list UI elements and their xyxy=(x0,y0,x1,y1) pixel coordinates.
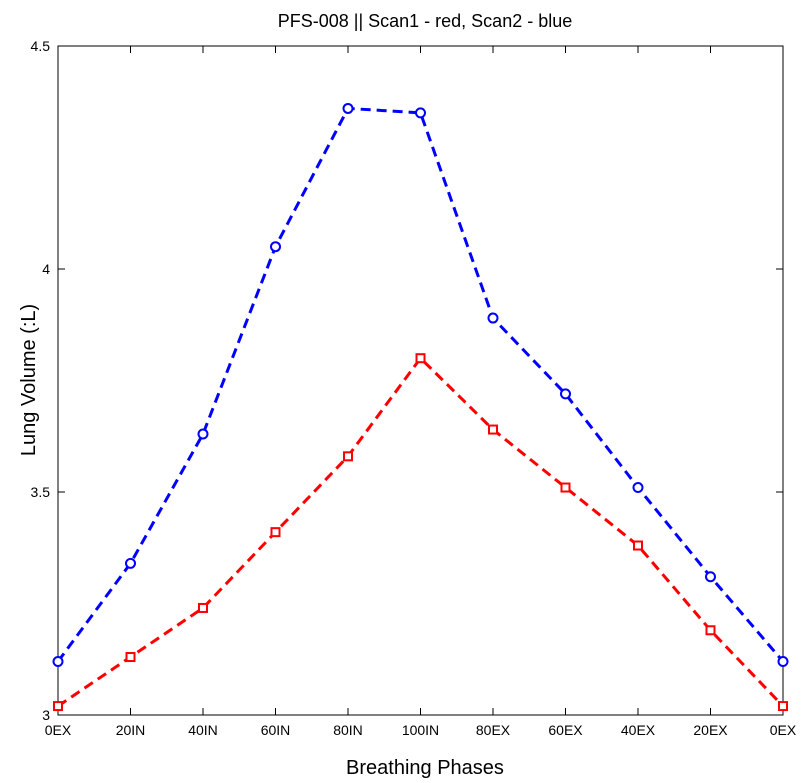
x-tick-label: 40EX xyxy=(621,722,656,738)
series-1 xyxy=(52,102,789,667)
series-1-line xyxy=(56,106,785,663)
x-tick-label: 80IN xyxy=(333,722,363,738)
x-tick-label: 20IN xyxy=(116,722,146,738)
series-layer xyxy=(52,102,789,712)
y-axis-label: Lung Volume (:L) xyxy=(18,304,40,456)
data-point xyxy=(778,701,788,712)
data-point xyxy=(705,625,716,636)
data-point xyxy=(560,388,571,400)
data-point xyxy=(270,241,281,253)
y-tick-label: 3 xyxy=(42,707,50,723)
x-tick-label: 60EX xyxy=(548,722,583,738)
data-point xyxy=(343,451,353,462)
data-point xyxy=(52,655,64,667)
y-tick-label: 4.5 xyxy=(31,38,51,54)
data-point xyxy=(560,482,571,493)
data-point xyxy=(632,482,644,494)
data-point xyxy=(197,428,209,440)
axis-ticks: 0EX 20IN 40IN 60IN 80IN 100IN 80EX 60EX 40EX 20EX… xyxy=(31,38,797,738)
series-2 xyxy=(53,353,788,712)
data-point xyxy=(342,102,354,114)
data-point xyxy=(125,652,136,663)
data-point xyxy=(125,557,136,569)
x-tick-label: 0EX xyxy=(770,722,797,738)
x-axis-label: Breathing Phases xyxy=(346,757,504,779)
chart-title: PFS-008 || Scan1 - red, Scan2 - blue xyxy=(278,11,573,31)
x-tick-label: 80EX xyxy=(476,722,511,738)
x-tick-label: 20EX xyxy=(693,722,728,738)
data-point xyxy=(777,655,789,667)
series-2-line xyxy=(57,355,785,708)
data-point xyxy=(415,353,426,364)
plot-area xyxy=(57,45,784,716)
data-point xyxy=(705,571,716,583)
data-point xyxy=(270,527,281,538)
x-tick-label: 0EX xyxy=(45,722,72,738)
y-tick-label: 3.5 xyxy=(31,484,51,500)
data-point xyxy=(415,107,426,119)
y-tick-label: 4 xyxy=(42,261,50,277)
x-tick-label: 100IN xyxy=(402,722,439,738)
x-tick-label: 60IN xyxy=(261,722,291,738)
data-point xyxy=(198,602,208,613)
x-tick-label: 40IN xyxy=(188,722,218,738)
data-point xyxy=(487,312,499,324)
data-point xyxy=(53,701,63,712)
data-point xyxy=(488,424,498,435)
data-point xyxy=(633,540,643,551)
